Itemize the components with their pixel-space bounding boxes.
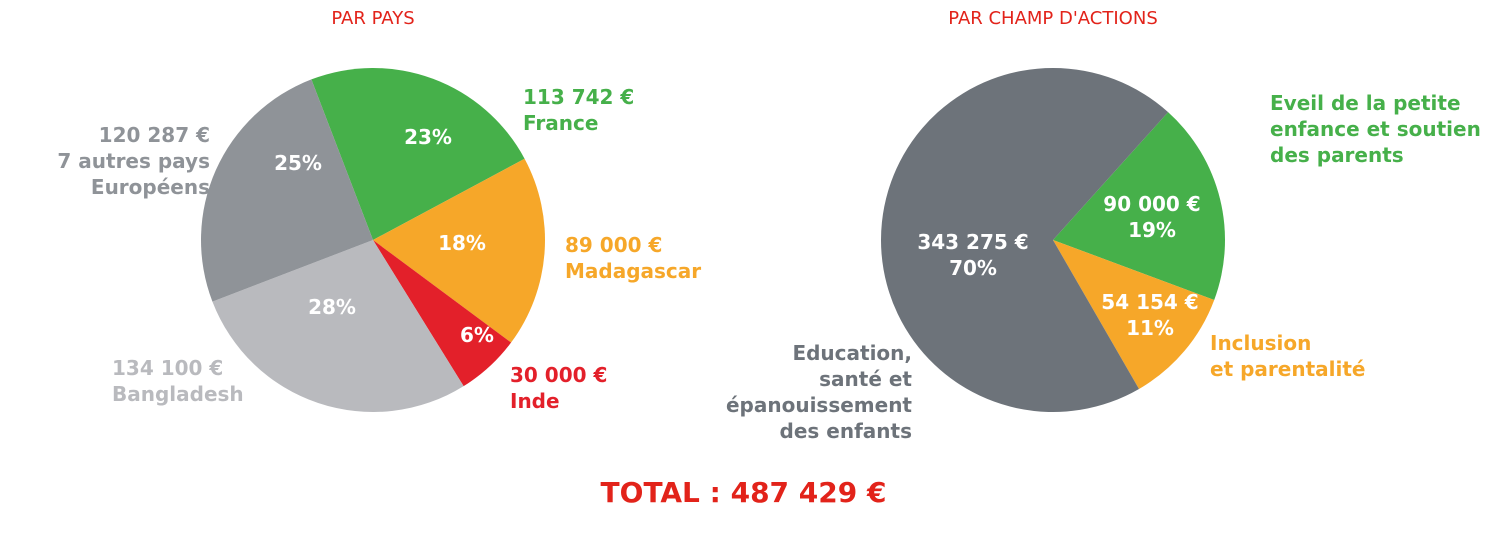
slice-label: 25% [218,150,378,176]
percent-label: 25% [274,151,322,175]
category-label: Inclusion et parentalité [1210,331,1366,381]
amount-label: 134 100 € [112,356,224,380]
slice-label: 6% [397,322,557,348]
slice-label: 18% [382,230,542,256]
category-label: Bangladesh [112,382,244,406]
pie-slice [201,79,373,302]
pie-slice [373,240,512,387]
pie-slice [881,68,1169,413]
percent-label: 18% [438,231,486,255]
slice-label: 23% [348,124,508,150]
chart-title: PAR CHAMP D'ACTIONS [948,8,1158,29]
legend-label: 120 287 €7 autres pays Européens [57,122,210,200]
legend-label: 30 000 € Inde [510,362,607,414]
legend-label: Education, santé et épanouissement des e… [726,340,912,444]
legend-label: 89 000 € Madagascar [565,232,701,284]
pie-slice [373,158,545,343]
percent-label: 28% [308,295,356,319]
amount-label: 54 154 € [1101,290,1199,314]
slice-label: 90 000 €19% [1072,191,1232,243]
legend-label: 113 742 € France [523,84,634,136]
amount-label: 120 287 € [98,123,210,147]
total: TOTAL : 487 429 € [600,476,887,509]
category-label: Inde [510,389,560,413]
amount-label: 113 742 € [523,85,635,109]
percent-label: 6% [460,323,494,347]
slice-label: 54 154 €11% [1070,289,1230,341]
pie-slice [311,68,525,240]
percent-label: 11% [1126,316,1174,340]
percent-label: 23% [404,125,452,149]
pie-slice [1053,112,1225,300]
category-label: Education, santé et épanouissement des e… [725,341,912,443]
percent-label: 19% [1128,218,1176,242]
chart-title: PAR PAYS [331,8,415,29]
legend-label: Inclusion et parentalité [1210,330,1365,382]
category-label: 7 autres pays Européens [57,149,210,199]
pie-slice [212,240,464,413]
amount-label: 30 000 € [510,363,608,387]
legend-label: 134 100 € Bangladesh [112,355,244,407]
amount-label: 90 000 € [1103,192,1201,216]
legend-label: Eveil de la petite enfance et soutien de… [1270,90,1481,168]
percent-label: 70% [949,256,997,280]
category-label: France [523,111,599,135]
pie-slice [1053,240,1215,389]
amount-label: 89 000 € [565,233,663,257]
slice-label: 343 275 €70% [893,229,1053,281]
slice-label: 28% [252,294,412,320]
amount-label: 343 275 € [917,230,1029,254]
category-label: Eveil de la petite enfance et soutien de… [1270,91,1481,167]
category-label: Madagascar [565,259,702,283]
